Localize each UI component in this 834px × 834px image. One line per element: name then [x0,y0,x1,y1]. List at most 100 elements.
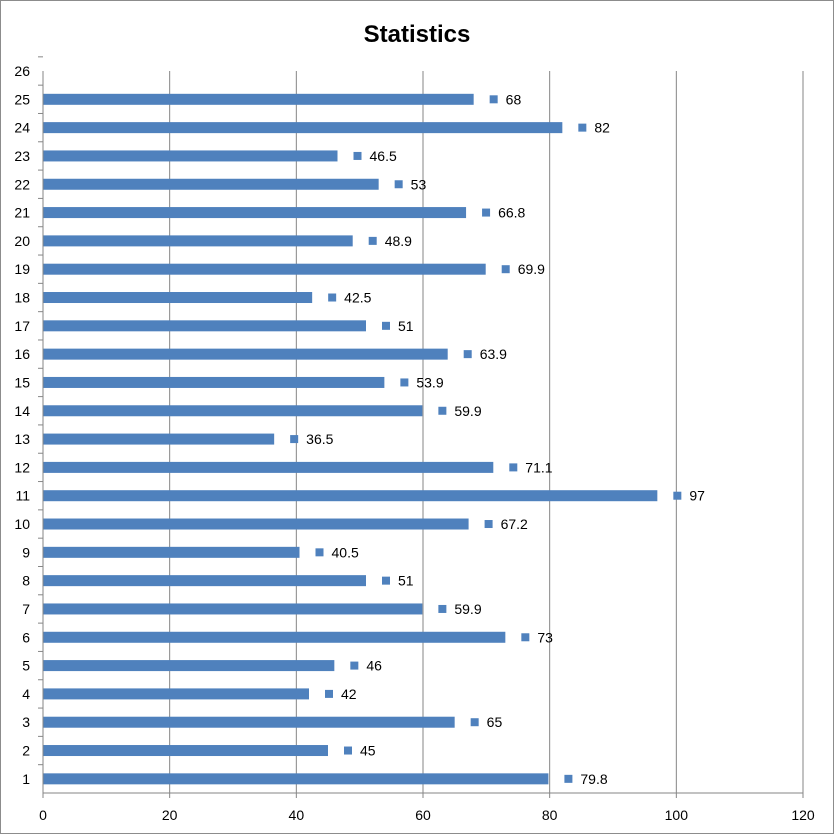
data-label-marker [315,548,324,557]
bar [43,546,300,558]
x-tick-label: 60 [415,807,431,823]
bars [43,93,658,785]
data-label-marker [382,321,390,330]
y-tick-label: 2 [22,743,30,759]
data-label-marker [489,95,498,104]
data-label: 46 [366,658,382,674]
data-label-marker [382,576,390,585]
y-tick-label: 9 [22,544,30,560]
data-label-marker [482,208,491,217]
bar [43,773,549,785]
y-tick-label: 21 [14,205,30,221]
data-label-marker [463,350,472,359]
y-tick-label: 16 [14,346,30,362]
data-label-marker [325,689,333,698]
y-tick-label: 13 [14,431,30,447]
data-label-marker [353,151,362,160]
bar [43,320,366,332]
y-tick-label: 19 [14,261,30,277]
y-tick-label: 3 [22,714,30,730]
data-label-marker [501,265,510,274]
data-label-marker [394,180,403,189]
bar [43,235,353,247]
data-label: 67.2 [501,516,528,532]
y-tick-label: 18 [14,290,30,306]
data-label: 45 [360,743,376,759]
data-label: 66.8 [498,205,525,221]
x-tick-label: 40 [289,807,305,823]
bar [43,93,474,105]
y-tick-label: 7 [22,601,30,617]
data-label: 53 [411,176,427,192]
data-label-marker [484,520,493,529]
data-label: 36.5 [306,431,333,447]
data-label: 69.9 [518,261,545,277]
data-label: 59.9 [454,403,481,419]
y-tick-label: 15 [14,374,30,390]
bar [43,376,385,388]
data-label: 68 [506,91,522,107]
y-tick-label: 23 [14,148,30,164]
data-label-marker [344,746,352,755]
bar [43,490,658,502]
bar [43,603,423,615]
data-label: 82 [594,120,610,136]
bar [43,263,486,275]
y-tick-label: 25 [14,91,30,107]
bar [43,631,506,643]
x-tick-label: 80 [542,807,558,823]
label-markers [290,95,682,783]
data-label: 97 [689,488,705,504]
y-tick-label: 8 [22,573,30,589]
y-tick-label: 11 [15,488,30,504]
y-tick-label: 17 [14,318,30,334]
bar [43,405,423,417]
y-tick-label: 6 [22,629,30,645]
data-label: 73 [537,629,553,645]
data-label: 63.9 [480,346,507,362]
data-label: 59.9 [454,601,481,617]
data-label-marker [470,718,479,727]
data-label-marker [578,123,587,132]
data-label: 79.8 [580,771,607,787]
data-label-marker [564,774,573,783]
x-tick-label: 120 [791,807,815,823]
data-label-marker [400,378,409,387]
data-label: 48.9 [385,233,412,249]
data-label-marker [350,661,359,670]
y-tick-label: 26 [14,63,30,79]
data-label-marker [673,491,682,500]
bar [43,688,309,700]
bar [43,716,455,728]
data-label-marker [438,406,447,415]
bar [43,518,469,530]
data-label: 53.9 [416,374,443,390]
bar [43,122,563,134]
y-tick-label: 5 [22,658,30,674]
data-label: 42.5 [344,290,371,306]
bar [43,348,448,360]
data-label-marker [328,293,337,302]
y-tick-label: 4 [22,686,30,702]
data-label: 46.5 [370,148,397,164]
data-label: 42 [341,686,357,702]
data-label-marker [368,236,377,245]
data-label-marker [509,463,518,472]
bar [43,461,494,473]
y-tick-label: 22 [14,176,30,192]
bar [43,292,313,304]
bar [43,575,366,587]
y-tick-label: 10 [14,516,30,532]
data-label: 51 [398,318,414,334]
gridlines [169,71,804,793]
bar [43,660,335,672]
data-label: 51 [398,573,414,589]
data-labels: 79.8 45 65 42 46 73 59.9 51 40.5 67.2 97 71.1 36.5 59… [306,91,705,787]
bar [43,207,467,219]
bar [43,178,379,190]
data-label: 65 [487,714,503,730]
bar [43,433,275,445]
data-label: 40.5 [332,544,359,560]
